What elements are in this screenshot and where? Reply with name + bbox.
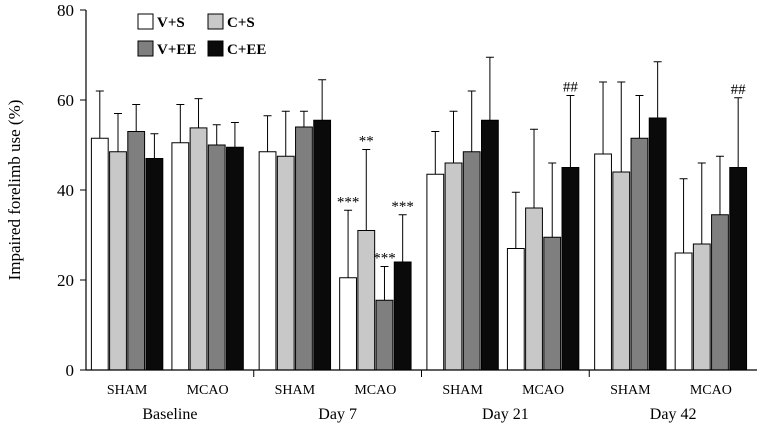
legend-label: C+EE: [227, 42, 266, 58]
legend-swatch: [207, 40, 224, 57]
condition-label: SHAM: [107, 383, 148, 398]
bar-c-s: [444, 162, 463, 371]
bar-v-s: [506, 248, 525, 371]
session-label: Baseline: [142, 406, 197, 423]
bar-v-s: [171, 142, 190, 371]
bar-c-ee: [226, 146, 244, 371]
bar-v-s: [426, 173, 445, 371]
session-label: Day 42: [650, 406, 697, 423]
significance-label: ##: [563, 80, 579, 96]
condition-label: MCAO: [522, 383, 564, 398]
bar-v-ee: [543, 236, 562, 371]
legend-swatch: [137, 13, 154, 30]
bar-c-s: [612, 171, 631, 371]
y-axis-label: Impaired forelimb use (%): [5, 100, 24, 281]
bar-v-ee: [295, 126, 313, 371]
bar-v-ee: [630, 137, 649, 371]
bar-c-s: [109, 151, 127, 371]
condition-label: MCAO: [354, 383, 396, 398]
bar-v-ee: [375, 299, 394, 371]
significance-label: ##: [731, 82, 747, 98]
bar-c-ee: [648, 117, 667, 371]
bar-c-ee: [480, 119, 499, 371]
bar-c-ee: [313, 119, 332, 371]
condition-label: SHAM: [610, 383, 651, 398]
session-label: Day 21: [482, 406, 529, 423]
significance-label: **: [359, 134, 374, 150]
bar-v-s: [258, 151, 277, 371]
bar-v-ee: [127, 131, 146, 371]
y-tick-label: 40: [57, 181, 74, 200]
bar-c-s: [357, 230, 376, 371]
bar-c-ee: [145, 158, 164, 371]
bar-c-s: [276, 155, 295, 371]
bar-v-ee: [462, 151, 481, 371]
bar-v-s: [90, 137, 109, 371]
session-label: Day 7: [318, 406, 357, 423]
legend-label: C+S: [227, 15, 255, 31]
significance-label: ***: [337, 194, 360, 210]
significance-label: ***: [391, 199, 414, 215]
legend-swatch: [207, 13, 224, 30]
bar-c-s: [692, 243, 711, 371]
bar-c-s: [189, 127, 208, 371]
y-tick-label: 20: [57, 271, 74, 290]
bar-v-s: [594, 153, 612, 371]
y-tick-label: 0: [66, 361, 75, 380]
y-tick-label: 80: [57, 1, 74, 20]
legend-label: V+S: [157, 15, 185, 31]
y-tick-label: 60: [57, 91, 74, 110]
condition-label: MCAO: [690, 383, 732, 398]
condition-label: SHAM: [275, 383, 316, 398]
bar-c-s: [525, 207, 543, 371]
condition-label: MCAO: [187, 383, 229, 398]
legend-label: V+EE: [157, 42, 196, 58]
bar-v-s: [339, 277, 357, 371]
bar-c-ee: [393, 261, 412, 371]
bars-layer: ***********## ##: [90, 56, 748, 371]
legend: V+S C+S V+EE C+EE: [137, 13, 266, 58]
bar-v-s: [674, 252, 693, 371]
bar-v-ee: [711, 214, 729, 371]
legend-swatch: [137, 40, 154, 57]
bar-c-ee: [561, 167, 580, 371]
bar-v-ee: [207, 144, 226, 371]
condition-label: SHAM: [442, 383, 483, 398]
significance-label: ***: [373, 251, 396, 267]
bar-c-ee: [729, 167, 748, 371]
